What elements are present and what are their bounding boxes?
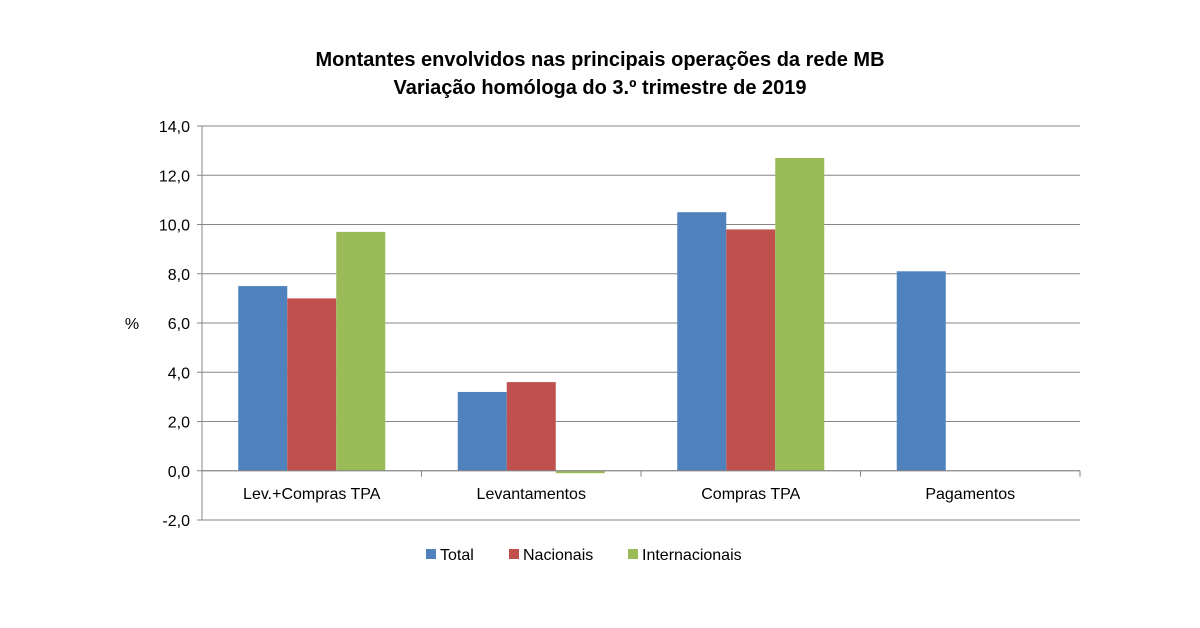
legend-swatch-total <box>426 549 436 559</box>
y-tick-label: 8,0 <box>168 267 190 284</box>
bar-nacionais-2 <box>726 229 776 471</box>
x-tick-label: Pagamentos <box>925 486 1015 503</box>
y-tick-label: 6,0 <box>168 316 190 333</box>
bar-internacionais-2 <box>775 158 825 471</box>
y-tick-label: 14,0 <box>159 119 190 136</box>
x-tick-label: Levantamentos <box>477 486 586 503</box>
chart-title: Montantes envolvidos nas principais oper… <box>315 49 885 71</box>
y-tick-label: 12,0 <box>159 168 190 185</box>
bar-total-3 <box>896 271 946 471</box>
bar-nacionais-0 <box>287 298 337 471</box>
legend-entry-internacionais: Internacionais <box>642 547 742 564</box>
chart-subtitle: Variação homóloga do 3.º trimestre de 20… <box>393 77 807 99</box>
y-tick-label: 0,0 <box>168 464 190 481</box>
bar-total-2 <box>677 212 727 471</box>
bar-internacionais-0 <box>336 231 386 471</box>
y-tick-label: -2,0 <box>162 513 190 530</box>
y-tick-label: 2,0 <box>168 415 190 432</box>
legend-swatch-nacionais <box>509 549 519 559</box>
y-axis-label: % <box>125 316 139 333</box>
bar-internacionais-1 <box>555 470 605 474</box>
x-tick-label: Lev.+Compras TPA <box>243 486 381 503</box>
legend-swatch-internacionais <box>628 549 638 559</box>
bar-total-0 <box>238 286 288 471</box>
bar-nacionais-1 <box>506 382 556 471</box>
bar-total-1 <box>457 391 507 471</box>
x-tick-label: Compras TPA <box>701 486 800 503</box>
y-tick-label: 4,0 <box>168 365 190 382</box>
legend-entry-total: Total <box>440 547 474 564</box>
legend-entry-nacionais: Nacionais <box>523 547 593 564</box>
y-tick-label: 10,0 <box>159 218 190 235</box>
